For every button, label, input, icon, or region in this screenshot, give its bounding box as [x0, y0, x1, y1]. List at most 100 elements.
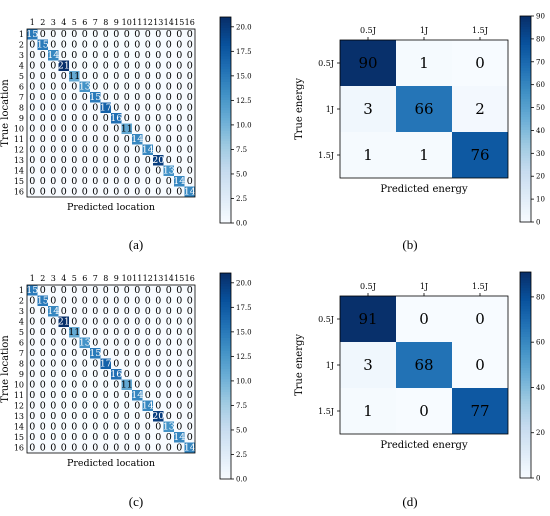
- colorbar-frame: [519, 271, 532, 479]
- colorbar-tick-label: 20: [536, 429, 545, 437]
- heatmap-cell: [174, 113, 185, 124]
- cell-value: 0: [71, 166, 77, 177]
- colorbar-step: [520, 162, 531, 166]
- cell-value: 0: [71, 50, 77, 61]
- panel-label-b: (b): [402, 237, 418, 252]
- cell-value: 0: [113, 380, 119, 391]
- heatmap-cell: [174, 39, 185, 50]
- cell-value: 0: [134, 401, 140, 412]
- heatmap-cell: [121, 432, 132, 443]
- heatmap-cell: [121, 71, 132, 82]
- heatmap-cell: [48, 113, 59, 124]
- colorbar-step: [220, 99, 231, 103]
- heatmap-cell: [174, 306, 185, 317]
- heatmap-cell: [100, 421, 111, 432]
- cell-value: 0: [134, 443, 140, 454]
- heatmap-cell: [69, 432, 80, 443]
- cell-value: 0: [103, 348, 109, 359]
- colorbar-step: [520, 434, 531, 438]
- cell-value: 0: [155, 187, 161, 198]
- colorbar-tick-label: 5.0: [236, 170, 247, 178]
- cell-value: 20: [152, 155, 164, 166]
- heatmap-cell: [142, 39, 153, 50]
- cell-value: 0: [145, 176, 151, 187]
- heatmap-cell: [121, 442, 132, 453]
- colorbar-step: [520, 344, 531, 348]
- x-tick-label: 4: [61, 18, 66, 27]
- heatmap-cell: [79, 186, 90, 197]
- colorbar-step: [220, 32, 231, 36]
- heatmap-cell: [132, 144, 143, 155]
- cell-value: 1: [419, 54, 429, 72]
- heatmap-cell: [163, 411, 174, 422]
- heatmap-energy-1: 90 1 03 66 21 1 760.5J0.5J1J1J1.5J1.5JPredicte…: [294, 26, 509, 195]
- heatmap-cell: [163, 29, 174, 40]
- colorbar-step: [220, 386, 231, 390]
- cell-value: 0: [155, 50, 161, 61]
- heatmap-cell: [90, 432, 101, 443]
- cell-value: 0: [176, 317, 182, 328]
- cell-value: 0: [61, 348, 67, 359]
- heatmap-cell: [111, 155, 122, 166]
- cell-value: 0: [113, 61, 119, 72]
- cell-value: 0: [82, 50, 88, 61]
- colorbar-step: [520, 421, 531, 425]
- heatmap-cell: [58, 71, 69, 82]
- heatmap-cell: [100, 81, 111, 92]
- colorbar-step: [520, 52, 531, 56]
- colorbar-step: [520, 100, 531, 105]
- heatmap-cell: [79, 295, 90, 306]
- cell-value: 0: [124, 306, 130, 317]
- heatmap-cell: [121, 421, 132, 432]
- cell-value: 13: [79, 82, 91, 93]
- colorbar-tick-label: 15.0: [236, 328, 252, 336]
- heatmap-cell: [121, 369, 132, 380]
- heatmap-cell: [48, 390, 59, 401]
- heatmap-cell: [48, 327, 59, 338]
- colorbar-step: [520, 300, 531, 304]
- heatmap-cell: [37, 348, 48, 359]
- heatmap-cell: [174, 421, 185, 432]
- colorbar-step: [520, 377, 531, 381]
- cell-value: 0: [124, 113, 130, 124]
- colorbar-step: [520, 472, 531, 477]
- heatmap-cell: [48, 165, 59, 176]
- colorbar-step: [520, 98, 531, 102]
- heatmap-cell: [58, 113, 69, 124]
- heatmap-cell: [174, 411, 185, 422]
- cell-value: 0: [176, 390, 182, 401]
- colorbar-step: [220, 35, 231, 39]
- heatmap-cell: [111, 316, 122, 327]
- heatmap-cell: [48, 71, 59, 82]
- heatmap-cell: [27, 306, 38, 317]
- cell-value: 0: [82, 285, 88, 296]
- cell-value: 0: [82, 380, 88, 391]
- cell-value: 0: [124, 61, 130, 72]
- heatmap-cell: [142, 134, 153, 145]
- cell-value: 0: [113, 422, 119, 433]
- heatmap-cell: [90, 411, 101, 422]
- x-tick-label: 0.5J: [360, 282, 376, 291]
- y-tick-label: 5: [19, 328, 24, 337]
- y-tick-label: 1.5J: [318, 151, 334, 160]
- cell-value: 0: [92, 113, 98, 124]
- heatmap-cell: [69, 400, 80, 411]
- colorbar-step: [220, 22, 231, 26]
- heatmap-cell: [79, 92, 90, 103]
- colorbar-step: [220, 174, 231, 178]
- heatmap-cell: [58, 92, 69, 103]
- cell-value: 0: [103, 443, 109, 454]
- cell-value: 0: [145, 359, 151, 370]
- heatmap-cell: [121, 144, 132, 155]
- heatmap-cell: [142, 155, 153, 166]
- heatmap-cell: [90, 102, 101, 113]
- cell-value: 0: [82, 401, 88, 412]
- heatmap-cell: [174, 327, 185, 338]
- heatmap-cell: [100, 134, 111, 145]
- heatmap-cell: [174, 316, 185, 327]
- heatmap-cell: [90, 442, 101, 453]
- cell-value: 0: [187, 155, 193, 166]
- heatmap-cell: [396, 40, 452, 86]
- heatmap-cell: [27, 337, 38, 348]
- cell-value: 0: [71, 432, 77, 443]
